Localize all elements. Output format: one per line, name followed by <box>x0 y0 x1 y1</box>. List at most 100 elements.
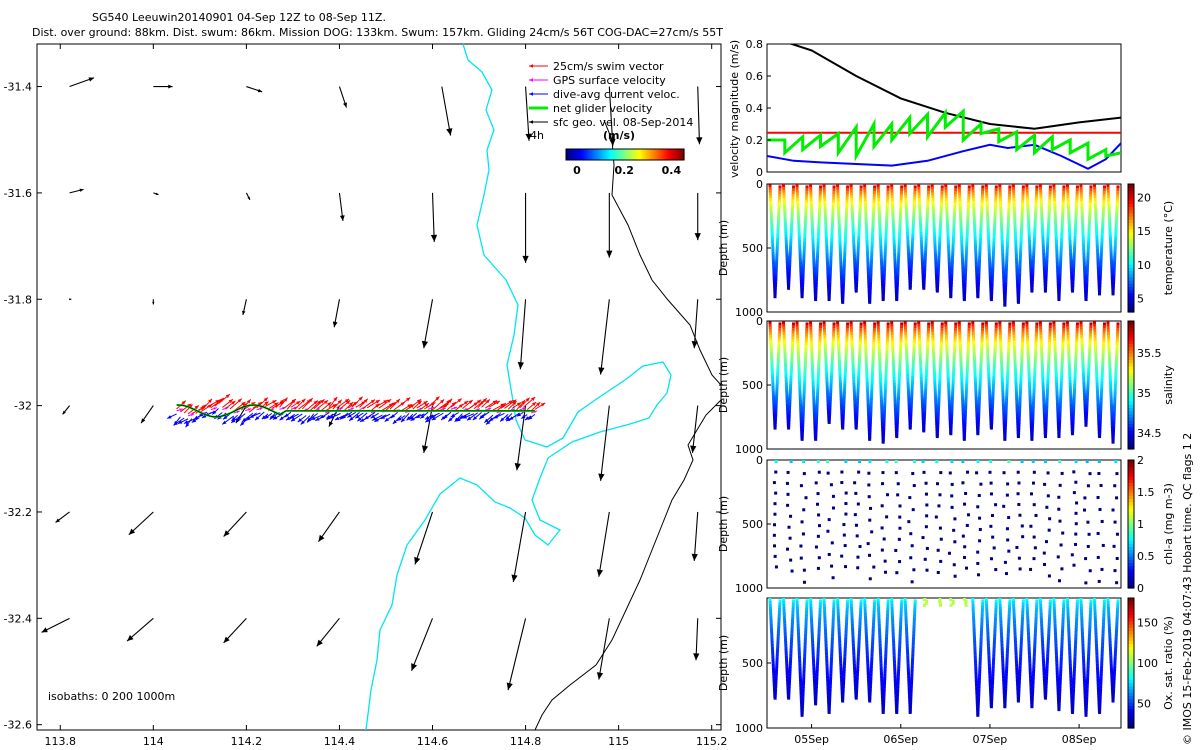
section-point <box>1093 337 1097 341</box>
sfc-vector-arrow-head <box>342 102 347 108</box>
section-point <box>892 366 896 370</box>
section-point <box>894 416 898 420</box>
section-point <box>774 460 778 463</box>
section-point <box>897 241 901 245</box>
section-point <box>823 346 827 350</box>
section-point <box>776 373 780 377</box>
swim-arrow-head <box>406 397 411 402</box>
section-point <box>962 437 966 441</box>
section-point <box>782 332 786 336</box>
section-point <box>945 354 949 358</box>
section-point <box>845 339 849 343</box>
section-point <box>1057 435 1061 439</box>
section-point <box>905 354 909 358</box>
section-point <box>932 214 936 218</box>
section-point <box>952 367 956 371</box>
section-point <box>830 370 834 374</box>
section-point <box>772 533 776 537</box>
section-point <box>803 364 807 368</box>
swim-arrow-head <box>391 402 396 406</box>
section-point <box>894 276 898 280</box>
section-point <box>1032 252 1036 256</box>
section-point <box>1102 205 1106 209</box>
section-point <box>788 401 792 405</box>
section-point <box>864 223 868 227</box>
section-point <box>836 335 840 339</box>
section-point <box>944 198 948 202</box>
section-point <box>1116 330 1120 334</box>
section-point <box>885 359 889 363</box>
section-point <box>798 397 802 401</box>
dac-arrow-head <box>370 414 376 419</box>
section-point <box>1079 184 1083 187</box>
section-point <box>782 200 786 204</box>
section-point <box>1068 245 1072 249</box>
section-point <box>789 384 793 388</box>
section-point <box>1026 354 1030 358</box>
section-point <box>1005 398 1009 402</box>
section-point <box>912 202 916 206</box>
section-point <box>1042 413 1046 417</box>
section-point <box>1031 406 1035 410</box>
section-point <box>803 359 807 363</box>
section-point <box>1101 353 1105 357</box>
section-point <box>931 343 935 347</box>
section-point <box>823 195 827 199</box>
section-point <box>959 363 963 367</box>
section-point <box>1041 374 1045 378</box>
section-point <box>852 243 856 247</box>
section-point <box>879 377 883 381</box>
section-point <box>857 361 861 365</box>
section-point <box>907 265 911 269</box>
section-point <box>1046 375 1050 379</box>
section-point <box>825 243 829 247</box>
legend-arrow-head <box>529 78 533 82</box>
section-point <box>905 226 909 230</box>
section-point <box>830 361 834 365</box>
section-point <box>871 370 875 374</box>
swim-arrow-head <box>283 397 288 402</box>
section-point <box>771 374 775 378</box>
section-point <box>899 336 903 340</box>
section-point <box>1020 342 1024 346</box>
section-point <box>837 349 841 353</box>
section-point <box>1055 254 1059 258</box>
section-point <box>1109 391 1113 395</box>
section-point <box>951 378 955 382</box>
section-point <box>986 217 990 221</box>
section-point <box>998 321 1002 324</box>
section-point <box>1056 416 1060 420</box>
swim-arrow-head <box>323 400 329 405</box>
section-point <box>782 203 786 207</box>
section-point <box>770 368 774 372</box>
section-point <box>858 344 862 348</box>
section-point <box>1007 196 1011 200</box>
section-point <box>1042 397 1046 401</box>
section-point <box>1065 184 1069 187</box>
section-point <box>830 241 834 245</box>
section-point <box>910 250 914 254</box>
section-point <box>1047 350 1051 354</box>
section-point <box>771 394 775 398</box>
section-point <box>879 399 883 403</box>
section-point <box>906 380 910 384</box>
section-point <box>883 261 887 265</box>
section-point <box>804 347 808 351</box>
section-point <box>1007 353 1011 357</box>
section-point <box>801 415 805 419</box>
section-point <box>1052 321 1056 324</box>
section-point <box>1039 203 1043 207</box>
section-point <box>907 262 911 266</box>
section-point <box>872 328 876 332</box>
section-point <box>949 295 953 299</box>
section-point <box>829 252 833 256</box>
legend-extra-4h: 4h <box>530 129 544 142</box>
section-point <box>826 391 830 395</box>
sfc-vector-arrow-head <box>242 310 246 316</box>
section-point <box>1073 244 1077 248</box>
section-point <box>813 416 817 420</box>
section-point <box>937 392 941 396</box>
section-scatter-salinity <box>768 321 1120 444</box>
section-point <box>987 245 991 249</box>
section-point <box>1025 335 1029 339</box>
